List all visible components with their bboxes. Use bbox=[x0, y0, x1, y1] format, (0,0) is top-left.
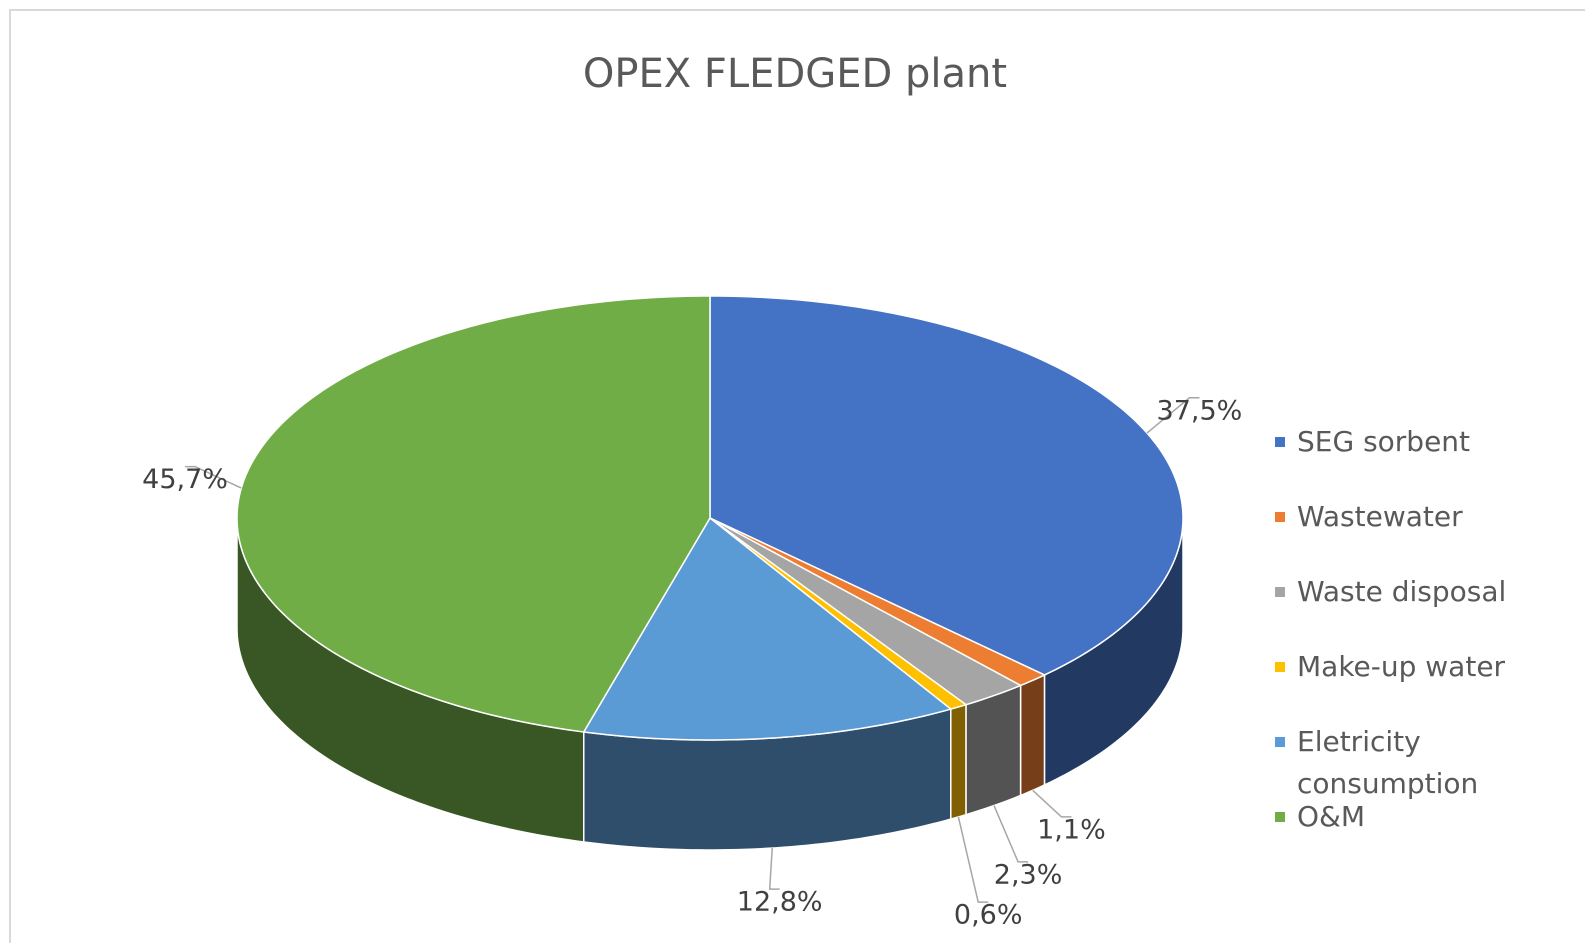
legend-item: Make-up water bbox=[1275, 646, 1515, 688]
chart-title: OPEX FLEDGED plant bbox=[583, 51, 1007, 97]
legend-swatch bbox=[1275, 587, 1285, 597]
slice-side bbox=[1019, 673, 1046, 797]
legend-label: O&M bbox=[1297, 800, 1366, 833]
slice bbox=[582, 516, 953, 741]
legend-swatch bbox=[1275, 437, 1285, 447]
data-label: 2,3% bbox=[994, 859, 1063, 890]
data-labels: 37,5% 1,1% 2,3% 0,6% 12,8% 45,7% bbox=[142, 395, 1242, 930]
legend-item: Waste disposal bbox=[1275, 571, 1515, 613]
pie-tops bbox=[236, 295, 1184, 741]
slice-side bbox=[950, 703, 967, 821]
legend-label: SEG sorbent bbox=[1297, 425, 1471, 458]
legend-label: Waste disposal bbox=[1297, 575, 1507, 608]
slice bbox=[236, 295, 711, 733]
leader-line bbox=[1032, 789, 1072, 818]
data-label: 45,7% bbox=[142, 464, 228, 495]
legend-item: Eletricity consumption bbox=[1275, 721, 1515, 805]
leader-line bbox=[768, 848, 780, 890]
legend-item: O&M bbox=[1275, 796, 1515, 838]
legend-swatch bbox=[1275, 737, 1285, 747]
data-label: 1,1% bbox=[1037, 814, 1106, 845]
legend-label: Make-up water bbox=[1297, 650, 1506, 683]
legend-swatch bbox=[1275, 512, 1285, 522]
data-label: 37,5% bbox=[1157, 395, 1243, 426]
legend-label: Eletricity consumption bbox=[1297, 725, 1479, 800]
legend-label: Wastewater bbox=[1297, 500, 1463, 533]
slice-side bbox=[965, 684, 1022, 816]
legend-item: SEG sorbent bbox=[1275, 421, 1515, 463]
legend-swatch bbox=[1275, 812, 1285, 822]
legend-swatch bbox=[1275, 662, 1285, 672]
leader-line bbox=[1146, 397, 1200, 434]
data-label: 0,6% bbox=[954, 900, 1023, 931]
legend-item: Wastewater bbox=[1275, 496, 1515, 538]
slice bbox=[709, 295, 1184, 676]
leader-line bbox=[185, 465, 242, 489]
leader-line bbox=[993, 805, 1029, 863]
slice bbox=[709, 517, 1023, 706]
leader-line bbox=[957, 816, 989, 903]
pie-sides bbox=[236, 517, 1184, 851]
data-label: 12,8% bbox=[737, 887, 823, 918]
